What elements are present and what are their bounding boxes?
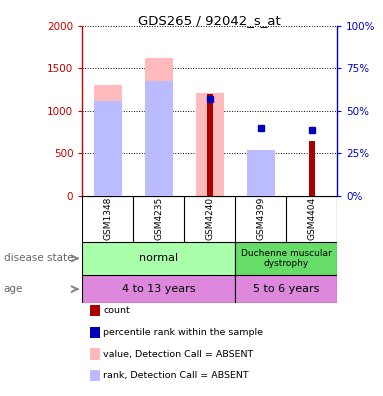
Text: GDS265 / 92042_s_at: GDS265 / 92042_s_at [138,14,281,27]
Text: Duchenne muscular
dystrophy: Duchenne muscular dystrophy [241,249,331,268]
Bar [196,93,224,196]
Text: 5 to 6 years: 5 to 6 years [253,284,319,294]
Text: count: count [103,306,130,315]
Text: GSM1348: GSM1348 [103,197,112,240]
Text: GSM4399: GSM4399 [256,197,265,240]
Text: GSM4235: GSM4235 [154,197,163,240]
Text: normal: normal [139,253,178,263]
Text: age: age [4,284,23,294]
Text: GSM4404: GSM4404 [307,197,316,240]
Bar [94,85,122,196]
Text: 4 to 13 years: 4 to 13 years [122,284,195,294]
Bar [94,101,122,196]
Bar [247,150,275,196]
Bar [207,94,213,196]
Bar [309,141,314,196]
Text: rank, Detection Call = ABSENT: rank, Detection Call = ABSENT [103,371,249,380]
Text: GSM4240: GSM4240 [205,197,214,240]
Bar [235,275,337,303]
Bar [247,169,275,196]
Bar [145,58,173,196]
Text: disease state: disease state [4,253,73,263]
Bar [82,242,235,275]
Text: percentile rank within the sample: percentile rank within the sample [103,328,264,337]
Bar [235,242,337,275]
Text: value, Detection Call = ABSENT: value, Detection Call = ABSENT [103,350,254,358]
Bar [82,275,235,303]
Bar [145,81,173,196]
